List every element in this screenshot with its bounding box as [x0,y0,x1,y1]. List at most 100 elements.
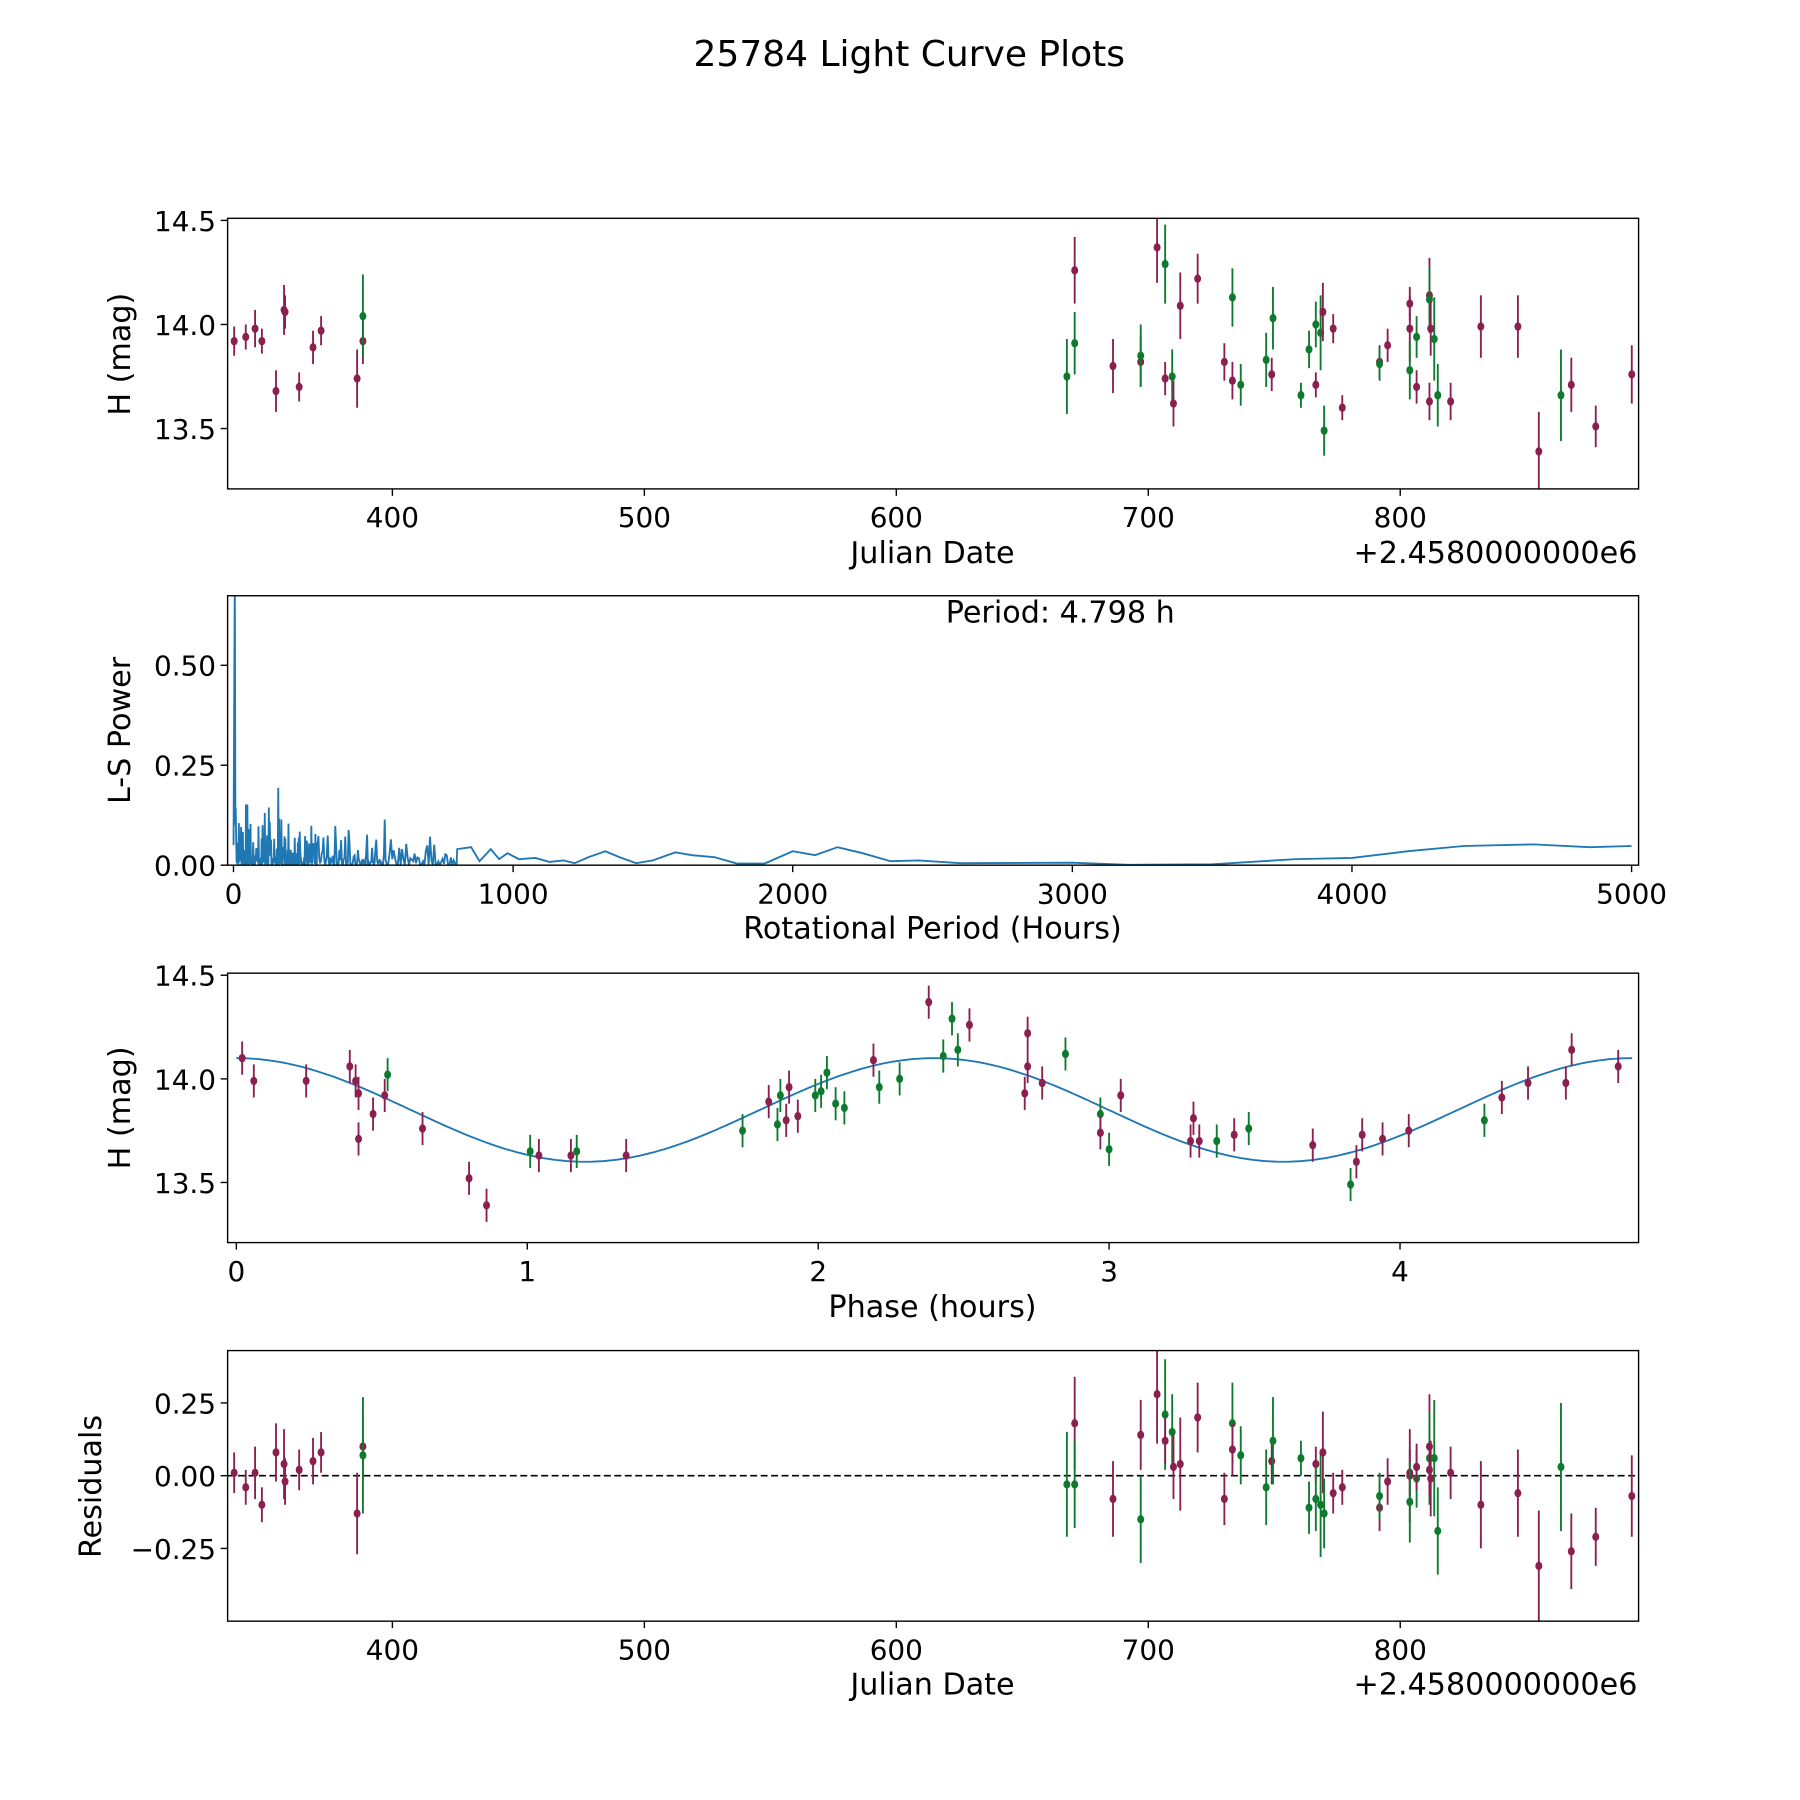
y-axis-label: H (mag) [103,1046,138,1169]
data-point-filter-b [739,1126,747,1135]
data-point-filter-a [1038,1078,1046,1088]
y-axis-label: L-S Power [103,656,138,804]
data-point-filter-a [295,382,303,392]
data-point-filter-a [258,336,266,346]
residual-point-filter-a [1220,1494,1228,1504]
residual-point-filter-a [1109,1494,1117,1504]
data-point-filter-b [1347,1180,1355,1189]
residuals-panel: Julian Date +2.4580000000e6 Residuals 40… [74,1349,1640,1702]
residual-point-filter-a [272,1448,280,1457]
residual-point-filter-a [317,1448,325,1457]
residual-point-filter-a [1169,1462,1177,1472]
data-point-filter-a [1195,1136,1203,1146]
x-tick-label: 400 [366,1633,419,1666]
data-point-filter-b [1434,391,1442,400]
data-point-filter-a [1498,1093,1506,1102]
data-point-filter-a [1352,1157,1360,1166]
data-point-filter-a [1319,307,1327,317]
data-point-filter-a [1384,341,1392,350]
data-point-filter-a [281,307,289,317]
x-tick-label: 600 [870,501,923,534]
axes-frame [226,972,1640,1244]
data-point-filter-a [353,374,361,383]
residual-point-filter-a [1161,1436,1169,1445]
x-tick-label: 800 [1374,1633,1427,1666]
data-point-filter-b [1312,320,1320,329]
residual-point-filter-a [251,1468,259,1477]
y-tick-label: 14.5 [154,205,216,238]
data-point-filter-b [811,1091,819,1100]
data-point-filter-a [1228,376,1236,385]
data-point-filter-b [573,1147,581,1156]
data-point-filter-a [765,1097,773,1106]
y-tick-label: 13.5 [154,413,216,446]
phased-light-curve-panel: Phase (hours) H (mag) 0 1 2 3 4 13.5 14.0 14.5 [103,960,1640,1325]
residual-point-filter-a [1338,1483,1346,1492]
y-axis-label: Residuals [74,1415,109,1558]
y-tick-label: 14.0 [154,1063,216,1096]
residual-point-filter-b [1376,1491,1384,1501]
y-tick-label: −0.25 [131,1533,216,1566]
residual-point-filter-a [1628,1491,1636,1501]
residual-point-filter-b [1305,1503,1313,1512]
data-point-filter-a [1614,1062,1622,1071]
residual-point-filter-b [1317,1500,1325,1509]
y-tick-label: 14.0 [154,309,216,342]
residual-point-filter-a [1514,1488,1522,1498]
data-point-filter-b [1161,259,1169,269]
residual-point-filter-a [1413,1462,1421,1472]
residual-point-filter-a [1567,1547,1575,1556]
residual-point-filter-a [1153,1390,1161,1399]
data-point-filter-a [1514,322,1522,331]
data-point-filter-a [925,997,933,1007]
x-tick-label: 700 [1122,1633,1175,1666]
residual-point-filter-a [280,1459,288,1469]
x-tick-label: 4 [1391,1255,1409,1288]
data-point-filter-a [1413,382,1421,392]
data-point-filter-b [359,311,367,321]
data-point-filter-b [1213,1136,1221,1146]
data-point-filter-a [369,1109,377,1119]
data-point-filter-b [1168,372,1176,381]
data-point-filter-a [1268,370,1276,379]
data-point-filter-a [355,1089,363,1098]
data-point-filter-b [1063,372,1071,381]
data-point-filter-a [1024,1062,1032,1071]
residual-point-filter-a [242,1483,250,1492]
data-point-filter-a [309,343,317,352]
data-point-filter-b [896,1074,904,1084]
y-tick-label: 0.00 [154,850,216,883]
x-tick-label: 0 [227,1255,245,1288]
data-point-filter-a [1021,1089,1029,1098]
residual-point-filter-a [1447,1468,1455,1477]
data-point-filter-b [840,1103,848,1113]
data-point-filter-a [1447,397,1455,406]
data-point-filter-b [773,1120,781,1129]
x-tick-label: 0 [225,877,243,910]
plot-area [230,218,1636,489]
data-point-filter-a [1161,374,1169,383]
data-point-filter-a [1176,301,1184,310]
residual-point-filter-b [1071,1480,1079,1489]
data-point-filter-b [954,1045,962,1055]
data-point-filter-a [238,1053,246,1063]
data-point-filter-a [251,324,259,333]
data-point-filter-b [1137,351,1145,360]
residual-point-filter-b [1430,1454,1438,1463]
residual-point-filter-b [1297,1454,1305,1463]
data-point-filter-a [1427,324,1435,333]
data-point-filter-a [352,1076,360,1086]
y-tick-label: 13.5 [154,1167,216,1200]
residual-point-filter-b [1406,1497,1414,1507]
data-point-filter-a [1187,1136,1195,1146]
x-tick-label: 800 [1374,501,1427,534]
residual-point-filter-a [1071,1419,1079,1428]
x-tick-label: 3000 [1037,877,1108,910]
data-point-filter-a [1109,361,1117,371]
data-point-filter-b [1237,380,1245,390]
axes-frame [226,595,1640,866]
residual-point-filter-a [1329,1488,1337,1498]
data-point-filter-b [1430,334,1438,344]
residual-point-filter-b [1237,1451,1245,1460]
data-point-filter-a [483,1201,491,1210]
